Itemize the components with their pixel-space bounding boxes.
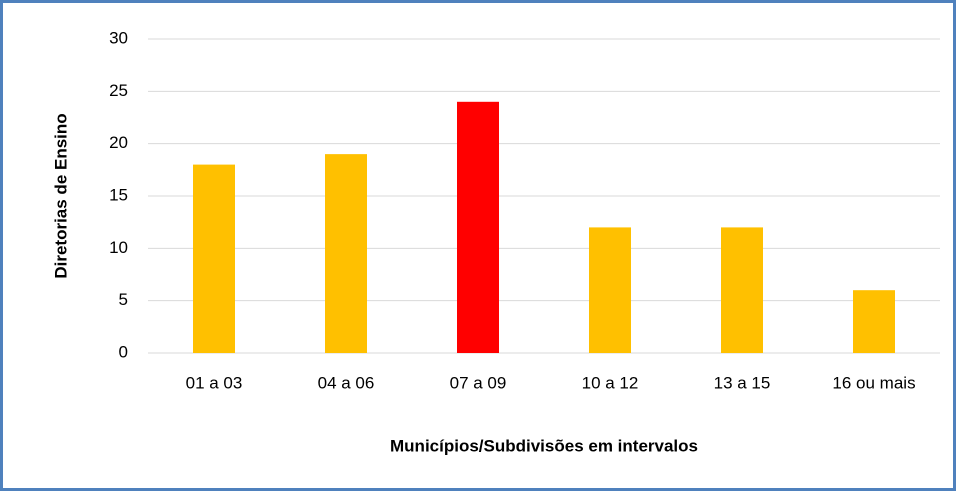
- y-axis-title: Diretorias de Ensino: [51, 113, 70, 278]
- bar: [193, 164, 235, 353]
- y-tick-label: 10: [109, 238, 128, 257]
- x-axis-title: Municípios/Subdivisões em intervalos: [390, 436, 698, 455]
- y-tick-label: 0: [119, 342, 128, 361]
- x-tick-label: 13 a 15: [714, 373, 771, 392]
- bar: [721, 227, 763, 353]
- x-tick-label: 07 a 09: [450, 373, 507, 392]
- bar: [589, 227, 631, 353]
- bar: [853, 290, 895, 353]
- x-tick-label: 16 ou mais: [832, 373, 915, 392]
- y-tick-label: 20: [109, 133, 128, 152]
- bar: [325, 154, 367, 353]
- y-tick-label: 30: [109, 28, 128, 47]
- y-tick-label: 25: [109, 81, 128, 100]
- x-tick-label: 01 a 03: [186, 373, 243, 392]
- x-tick-label: 04 a 06: [318, 373, 375, 392]
- y-tick-label: 15: [109, 185, 128, 204]
- x-tick-label: 10 a 12: [582, 373, 639, 392]
- bar: [457, 101, 499, 353]
- y-tick-label: 5: [119, 290, 128, 309]
